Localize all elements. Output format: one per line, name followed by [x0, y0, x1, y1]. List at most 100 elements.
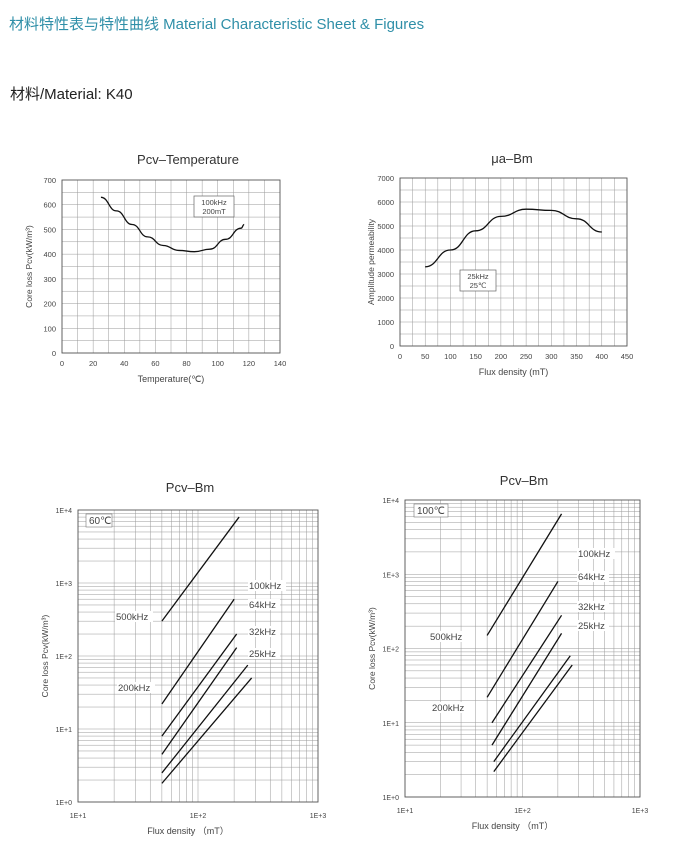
y-tick-label: 6000 — [377, 198, 394, 207]
annotation-text: 100℃ — [417, 506, 445, 517]
series-label-text: 32kHz — [249, 627, 276, 638]
series-line-100kHz — [491, 614, 563, 724]
x-tick-label: 100 — [211, 359, 224, 368]
y-tick-label: 4000 — [377, 246, 394, 255]
gridlines-temp — [61, 180, 280, 354]
series-line-100kHz — [161, 633, 238, 737]
annotation-box — [193, 195, 235, 218]
series-line-temp — [100, 196, 245, 253]
series-label-500kHz: 500kHz — [115, 611, 153, 623]
x-tick-label: 1E+3 — [632, 808, 649, 815]
series-line-64kHz — [161, 647, 238, 755]
label-backing — [577, 548, 615, 559]
series-label-100kHz: 100kHz — [248, 580, 286, 592]
y-tick-label: 1E+4 — [382, 498, 399, 505]
series-label-100kHz: 100kHz — [577, 548, 615, 560]
series-label-text: 100kHz — [249, 581, 281, 592]
series-line-25kHz — [161, 677, 253, 784]
y-axis-label: Core loss Pcv(kW/m³) — [367, 607, 377, 690]
y-tick-label: 1E+1 — [382, 721, 399, 728]
x-tick-label: 1E+1 — [70, 813, 87, 820]
series-line-perm — [425, 208, 602, 268]
x-axis-label: Flux density (mT) — [479, 367, 549, 377]
y-tick-label: 7000 — [377, 174, 394, 183]
x-tick-label: 60 — [151, 359, 159, 368]
series-line-200kHz — [161, 598, 235, 705]
series-label-500kHz: 500kHz — [429, 631, 467, 643]
y-axis-label: Core loss Pcv(kW/m³) — [24, 225, 34, 308]
label-backing — [577, 620, 609, 631]
material-label: 材料/Material: K40 — [10, 86, 133, 103]
label-backing — [248, 648, 280, 659]
y-tick-label: 1E+0 — [382, 795, 399, 802]
series-label-text: 500kHz — [430, 632, 462, 643]
x-tick-label: 40 — [120, 359, 128, 368]
annotation-box — [413, 503, 449, 518]
chart-title-pcv-bm-60c: Pcv–Bm — [165, 480, 215, 495]
series-label-text: 32kHz — [578, 602, 605, 613]
series-label-text: 64kHz — [578, 572, 605, 583]
chart-bm60: 1E+1 1E+2 1E+3 1E+0 1E+1 1E+2 1E+3 1E+4 Flux den… — [40, 508, 326, 836]
temperature-annotation-bm60: 60℃ — [85, 513, 113, 528]
x-tick-label: 140 — [274, 359, 287, 368]
x-tick-label: 0 — [398, 352, 402, 361]
page-title: 材料特性表与特性曲线 Material Characteristic Sheet… — [9, 16, 425, 33]
series-label-text: 200kHz — [432, 703, 464, 714]
annotation-text: 25kHz — [467, 272, 489, 281]
y-tick-label: 500 — [43, 225, 56, 234]
y-tick-label: 1E+1 — [55, 727, 72, 734]
chart-perm: 0 50 100 150 200 250 300 350 400 450 0 1000 2000 3000… — [366, 174, 633, 377]
y-tick-label: 600 — [43, 201, 56, 210]
temperature-annotation-bm100: 100℃ — [413, 503, 449, 518]
x-tick-label: 250 — [520, 352, 533, 361]
label-backing — [248, 580, 286, 591]
series-label-text: 500kHz — [116, 612, 148, 623]
series-label-200kHz: 200kHz — [431, 702, 469, 714]
y-tick-label: 0 — [390, 342, 394, 351]
x-tick-label: 20 — [89, 359, 97, 368]
x-tick-label: 1E+1 — [397, 808, 414, 815]
y-axis-label: Core loss Pcv(kW/m³) — [40, 615, 50, 698]
label-backing — [248, 626, 280, 637]
label-backing — [115, 611, 153, 622]
chart-title-ua-bm: μa–Bm — [491, 151, 533, 166]
annotation-box — [459, 269, 497, 292]
chart-bm100: 1E+1 1E+2 1E+3 1E+0 1E+1 1E+2 1E+3 1E+4 Flux den… — [367, 498, 648, 831]
x-axis-label: Temperature(℃) — [138, 374, 205, 384]
x-tick-label: 120 — [243, 359, 256, 368]
series-line-32kHz — [161, 664, 249, 774]
y-tick-label: 1E+0 — [55, 800, 72, 807]
annotation-text: 200mT — [202, 207, 226, 216]
label-backing — [117, 682, 155, 693]
y-tick-label: 700 — [43, 176, 56, 185]
annotation-text: 100kHz — [201, 198, 227, 207]
x-tick-label: 300 — [545, 352, 558, 361]
x-tick-label: 50 — [421, 352, 429, 361]
y-tick-label: 200 — [43, 300, 56, 309]
y-tick-label: 1E+3 — [55, 581, 72, 588]
y-tick-label: 100 — [43, 324, 56, 333]
gridlines-perm — [399, 178, 627, 347]
series-line-200kHz — [486, 581, 559, 698]
y-tick-label: 1E+3 — [382, 572, 399, 579]
series-label-32kHz: 32kHz — [248, 626, 280, 638]
gridlines-bm100 — [404, 500, 640, 798]
annotation-text: 60℃ — [89, 516, 111, 527]
series-label-text: 100kHz — [578, 549, 610, 560]
series-line-500kHz — [161, 516, 240, 622]
x-tick-label: 80 — [182, 359, 190, 368]
label-backing — [429, 631, 467, 642]
series-label-64kHz: 64kHz — [248, 599, 280, 611]
x-tick-label: 0 — [60, 359, 64, 368]
series-line-32kHz — [493, 655, 571, 762]
x-tick-label: 150 — [469, 352, 482, 361]
series-label-200kHz: 200kHz — [117, 682, 155, 694]
label-backing — [577, 601, 609, 612]
x-axis-label: Flux density （mT） — [472, 821, 554, 831]
x-tick-label: 400 — [596, 352, 609, 361]
y-axis-label: Amplitude permeability — [366, 218, 376, 305]
chart-temp: 0 20 40 60 80 100 120 140 0 100 200 300 400 500 600 700… — [24, 176, 286, 384]
gridlines-bm60 — [77, 510, 318, 803]
series-label-text: 64kHz — [249, 600, 276, 611]
